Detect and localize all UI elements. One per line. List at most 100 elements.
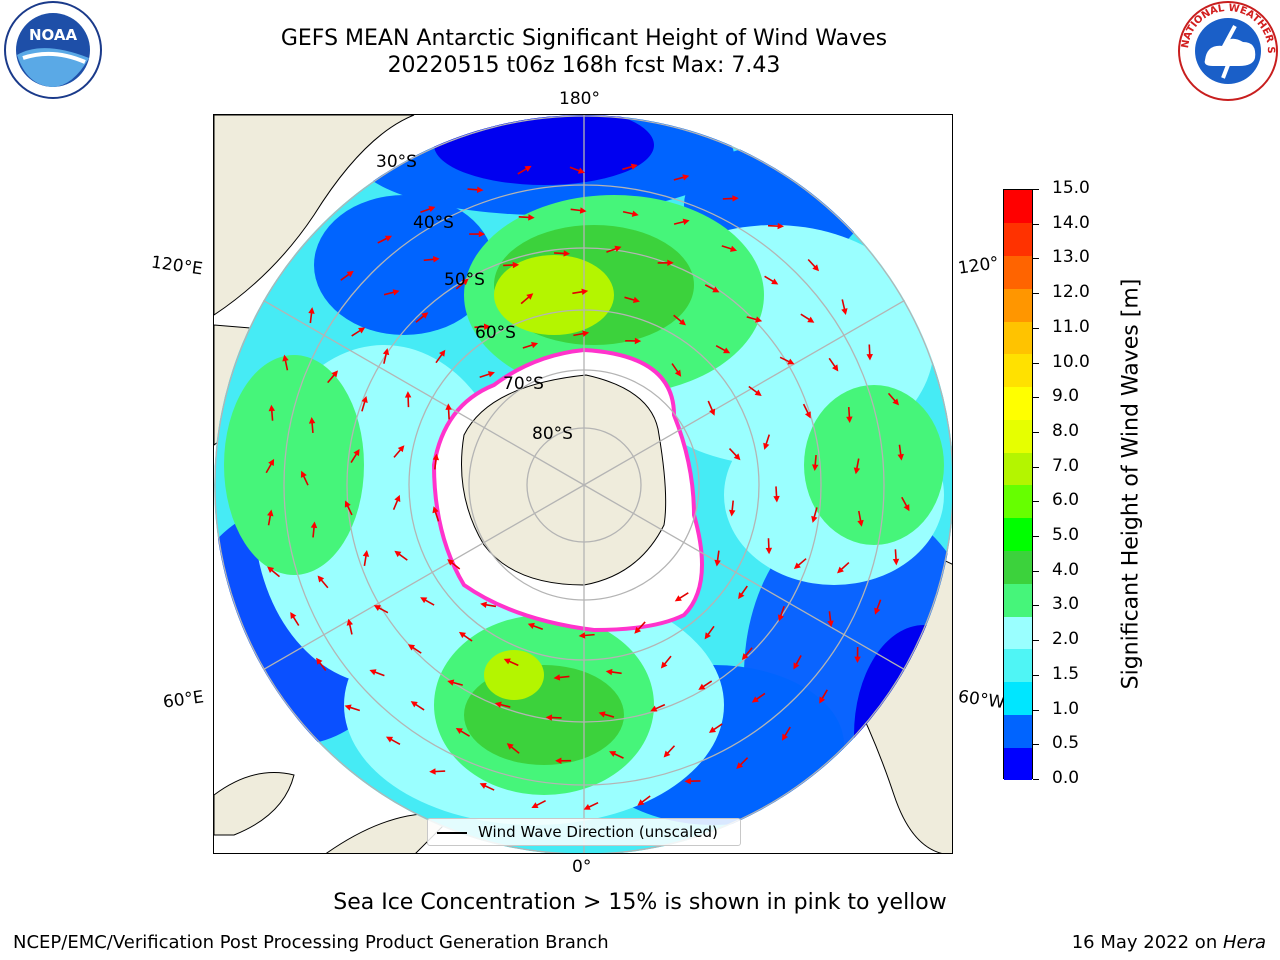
wave-arrow-head bbox=[723, 347, 731, 354]
wave-arrow-head bbox=[404, 391, 412, 398]
wave-arrow-head bbox=[793, 562, 801, 570]
colorbar-tick-label: 12.0 bbox=[1052, 282, 1090, 303]
wave-arrow-head bbox=[812, 264, 820, 272]
wave-arrow-head bbox=[630, 163, 638, 170]
colorbar-tick-label: 3.0 bbox=[1052, 594, 1080, 615]
wave-arrow-head bbox=[807, 316, 815, 323]
wave-arrow-head bbox=[765, 547, 773, 555]
wave-arrow-head bbox=[811, 515, 818, 523]
wave-arrow-head bbox=[605, 668, 613, 676]
wave-arrow-head bbox=[503, 658, 511, 665]
colorbar-tick-label: 11.0 bbox=[1052, 316, 1090, 337]
wave-arrow-head bbox=[708, 726, 717, 733]
wave-arrow-head bbox=[793, 662, 800, 670]
colorbar-tick bbox=[1033, 223, 1039, 225]
wave-arrow-head bbox=[447, 679, 455, 686]
colorbar-tick bbox=[1033, 189, 1039, 190]
wave-arrow-head bbox=[631, 210, 639, 217]
wave-arrow-head bbox=[268, 404, 276, 412]
wave-arrow-head bbox=[577, 167, 585, 174]
colorbar-tick bbox=[1033, 536, 1039, 538]
wave-arrow-head bbox=[397, 445, 405, 453]
wave-arrow-head bbox=[458, 631, 466, 639]
wave-arrow-head bbox=[579, 207, 587, 214]
wave-arrow-head bbox=[267, 509, 274, 517]
nws-logo: NATIONAL WEATHER SERVICE bbox=[1177, 0, 1278, 101]
wave-arrow-head bbox=[755, 316, 763, 323]
colorbar-tick bbox=[1033, 362, 1039, 364]
wave-arrow-head bbox=[892, 558, 900, 566]
colorbar-label: Significant Height of Wind Waves [m] bbox=[1118, 278, 1144, 690]
colorbar-tick-label: 10.0 bbox=[1052, 351, 1090, 372]
wave-arrow-head bbox=[841, 308, 848, 316]
wave-arrow-head bbox=[447, 559, 455, 566]
wave-arrow-head bbox=[527, 622, 535, 629]
wave-arrow-head bbox=[394, 550, 402, 558]
wave-arrow-head bbox=[773, 495, 780, 503]
wave-arrow-head bbox=[679, 318, 686, 326]
wave-arrow-head bbox=[614, 245, 622, 252]
colorbar-tick-label: 1.5 bbox=[1052, 663, 1080, 684]
wave-arrow-head bbox=[704, 632, 711, 640]
wave-arrow-head bbox=[728, 509, 736, 517]
wave-arrow-head bbox=[432, 453, 440, 461]
noaa-logo: NOAA bbox=[4, 1, 102, 99]
wave-arrow-head bbox=[763, 442, 770, 450]
colorbar-tick bbox=[1033, 709, 1039, 711]
wave-arrow-head bbox=[432, 506, 439, 514]
wave-arrow-head bbox=[781, 733, 789, 741]
lon-label-120e: 120°E bbox=[149, 252, 204, 280]
colorbar-segment bbox=[1004, 222, 1032, 257]
noaa-logo-text: NOAA bbox=[29, 26, 78, 44]
colorbar-tick-label: 2.0 bbox=[1052, 629, 1080, 650]
wave-arrow-head bbox=[267, 566, 275, 573]
wave-arrow-head bbox=[819, 696, 826, 704]
colorbar-tick-label: 9.0 bbox=[1052, 386, 1080, 407]
polar-map bbox=[213, 114, 953, 854]
colorbar-segment bbox=[1004, 190, 1032, 224]
colorbar-segment bbox=[1004, 517, 1032, 552]
chart-title: GEFS MEAN Antarctic Significant Height o… bbox=[280, 26, 888, 51]
colorbar-segment bbox=[1004, 353, 1032, 388]
colorbar-tick-label: 13.0 bbox=[1052, 247, 1090, 268]
wave-arrow-head bbox=[684, 777, 691, 785]
colorbar-segment bbox=[1004, 386, 1032, 420]
colorbar-tick-label: 4.0 bbox=[1052, 559, 1080, 580]
wave-arrow-head bbox=[344, 500, 351, 508]
colorbar-segment bbox=[1004, 419, 1032, 453]
wave-arrow-head bbox=[854, 656, 861, 663]
colorbar-segment bbox=[1004, 452, 1032, 486]
lat-label-60s: 60°S bbox=[475, 323, 516, 343]
wave-arrow-head bbox=[637, 799, 645, 806]
polar-map-svg bbox=[214, 115, 952, 853]
footer-date-text: 16 May 2022 on bbox=[1071, 932, 1223, 953]
wave-arrow-head bbox=[563, 250, 571, 257]
wave-arrow-head bbox=[369, 669, 377, 676]
wave-arrow-head bbox=[420, 597, 428, 604]
wave-arrow-head bbox=[827, 620, 834, 628]
graticule bbox=[214, 115, 952, 853]
wave-arrow-head bbox=[777, 614, 785, 622]
colorbar-tick-label: 0.5 bbox=[1052, 733, 1080, 754]
wave-arrow-head bbox=[439, 349, 446, 357]
wave-arrow-head bbox=[353, 448, 360, 457]
wave-arrow-head bbox=[714, 559, 721, 567]
colorbar-segment bbox=[1004, 321, 1032, 355]
colorbar-tick-label: 8.0 bbox=[1052, 420, 1080, 441]
colorbar-tick-label: 15.0 bbox=[1052, 178, 1090, 198]
wave-arrow-head bbox=[428, 205, 436, 213]
wave-arrow-head bbox=[385, 736, 394, 743]
wave-arrow-head bbox=[866, 353, 873, 361]
wave-arrow-head bbox=[663, 750, 671, 758]
wave-arrow-head bbox=[667, 259, 674, 267]
wave-arrow-head bbox=[373, 605, 381, 612]
wave-arrow-head bbox=[832, 364, 839, 372]
lat-label-40s: 40°S bbox=[413, 213, 454, 233]
wave-arrow-head bbox=[634, 626, 642, 634]
wave-arrow-head bbox=[421, 312, 429, 319]
wave-arrow-head bbox=[506, 743, 514, 750]
colorbar-segment bbox=[1004, 616, 1032, 650]
sea-ice-note: Sea Ice Concentration > 15% is shown in … bbox=[333, 890, 947, 915]
wave-arrow-head bbox=[394, 494, 401, 503]
wave-arrow-head bbox=[754, 389, 762, 397]
